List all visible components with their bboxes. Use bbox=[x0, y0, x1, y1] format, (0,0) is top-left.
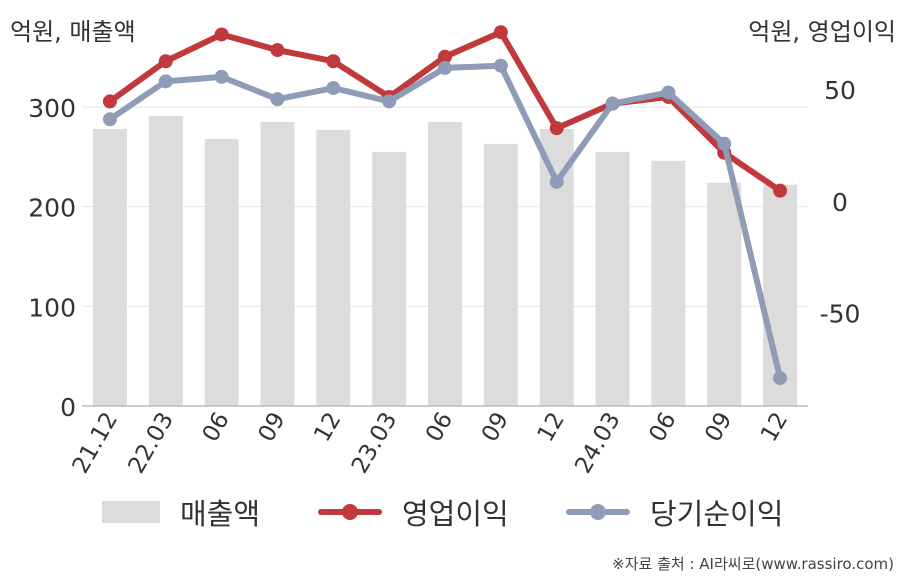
point-net-income bbox=[214, 69, 229, 84]
point-net-income bbox=[102, 112, 117, 127]
legend-label-operating-profit: 영업이익 bbox=[402, 497, 509, 531]
legend-label-net-income: 당기순이익 bbox=[650, 497, 784, 531]
x-axis-tick-label: 09 bbox=[700, 408, 737, 446]
x-axis-tick-label: 09 bbox=[477, 408, 514, 446]
bar-revenue bbox=[260, 121, 295, 406]
point-net-income bbox=[773, 371, 788, 386]
point-net-income bbox=[717, 136, 732, 151]
bar-revenue bbox=[316, 129, 351, 406]
bar-revenue bbox=[428, 121, 462, 406]
legend-swatch-operating-profit bbox=[318, 500, 382, 524]
bar-revenue bbox=[148, 115, 183, 406]
legend-label-revenue: 매출액 bbox=[180, 497, 261, 531]
point-operating-profit bbox=[158, 54, 173, 69]
right-axis-tick-label: 0 bbox=[832, 188, 848, 217]
bar-revenue bbox=[372, 151, 407, 406]
point-operating-profit bbox=[214, 27, 229, 42]
bar-revenue bbox=[204, 138, 239, 407]
legend-swatch-revenue bbox=[102, 501, 160, 523]
point-net-income bbox=[158, 74, 173, 89]
x-axis-tick-label: 24.03 bbox=[570, 408, 625, 478]
point-net-income bbox=[270, 92, 285, 107]
point-operating-profit bbox=[493, 25, 508, 40]
point-operating-profit bbox=[549, 121, 564, 136]
point-operating-profit bbox=[326, 54, 341, 69]
bar-revenue bbox=[595, 151, 630, 406]
bar-revenue bbox=[707, 182, 742, 406]
point-net-income bbox=[326, 81, 341, 96]
point-operating-profit bbox=[438, 49, 452, 64]
x-axis-tick-label: 06 bbox=[198, 408, 235, 446]
bar-revenue bbox=[651, 160, 686, 406]
legend-item-revenue: 매출액 bbox=[102, 490, 260, 534]
chart-legend: 매출액 영업이익 당기순이익 bbox=[0, 490, 908, 540]
legend-item-operating-profit: 영업이익 bbox=[318, 490, 509, 534]
bar-revenue bbox=[483, 143, 518, 407]
point-net-income bbox=[493, 58, 508, 73]
x-axis-tick-label: 22.03 bbox=[124, 408, 179, 478]
right-axis-unit-label: 억원, 영업이익 bbox=[748, 18, 896, 46]
left-axis-tick-label: 0 bbox=[60, 393, 76, 422]
point-net-income bbox=[438, 60, 452, 75]
bar-revenue bbox=[539, 128, 574, 406]
x-axis-tick-label: 12 bbox=[756, 408, 793, 446]
legend-item-net-income: 당기순이익 bbox=[566, 490, 783, 534]
point-net-income bbox=[382, 94, 397, 109]
x-axis-tick-label: 06 bbox=[644, 408, 681, 446]
left-axis-unit-label: 억원, 매출액 bbox=[10, 18, 136, 46]
point-net-income bbox=[661, 85, 676, 100]
x-axis-tick-label: 09 bbox=[254, 408, 291, 446]
left-axis-tick-label: 200 bbox=[28, 194, 76, 223]
x-axis-tick-label: 12 bbox=[309, 408, 346, 446]
point-operating-profit bbox=[102, 94, 117, 109]
legend-swatch-net-income bbox=[566, 500, 630, 524]
bar-revenue bbox=[92, 128, 127, 406]
source-note: ※자료 출처 : AI라씨로(www.rassiro.com) bbox=[612, 555, 894, 573]
x-axis-tick-label: 12 bbox=[533, 408, 570, 446]
point-net-income bbox=[605, 96, 620, 111]
left-axis-tick-label: 300 bbox=[28, 94, 76, 123]
x-axis-tick-label: 06 bbox=[421, 408, 458, 446]
x-axis-tick-label: 23.03 bbox=[347, 408, 402, 478]
left-axis-tick-label: 100 bbox=[28, 293, 76, 322]
point-net-income bbox=[549, 174, 564, 189]
point-operating-profit bbox=[270, 43, 285, 58]
right-axis-tick-label: 50 bbox=[824, 76, 856, 105]
right-axis-tick-label: -50 bbox=[820, 299, 861, 328]
point-operating-profit bbox=[773, 183, 788, 198]
